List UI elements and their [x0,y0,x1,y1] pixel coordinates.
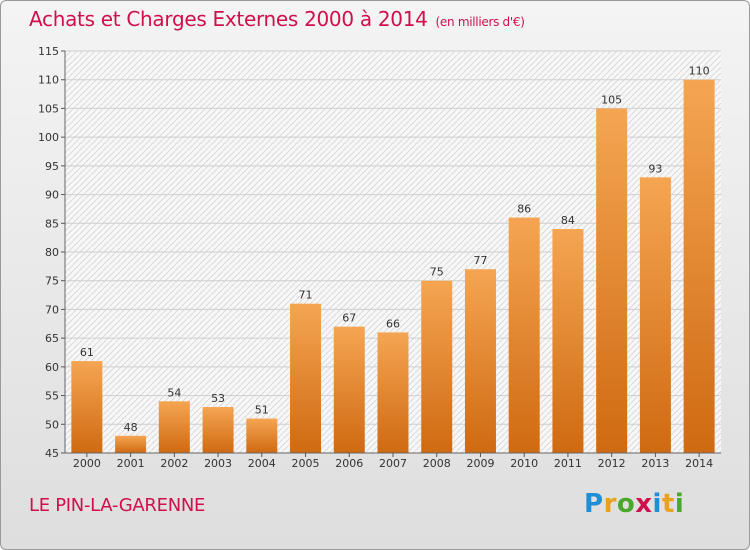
data-label: 54 [167,386,181,399]
bar [508,217,540,453]
chart-title-text: Achats et Charges Externes 2000 à 2014 [29,7,428,31]
data-label: 48 [124,421,138,434]
data-label: 61 [80,346,94,359]
y-tick-label: 85 [45,217,59,230]
x-tick-label: 2001 [117,457,145,470]
y-tick-label: 75 [45,275,59,288]
bar [71,361,103,453]
data-label: 110 [689,65,710,78]
bar [464,269,496,453]
y-tick-label: 65 [45,332,59,345]
data-label: 67 [342,312,356,325]
y-tick-label: 115 [38,45,59,58]
bar [683,79,715,453]
x-tick-label: 2002 [160,457,188,470]
data-label: 86 [517,203,531,216]
y-tick-label: 55 [45,390,59,403]
y-tick-label: 95 [45,160,59,173]
data-label: 105 [601,93,622,106]
bar [158,401,190,453]
data-label: 71 [299,289,313,302]
y-tick-label: 70 [45,303,59,316]
x-tick-label: 2007 [379,457,407,470]
data-label: 66 [386,317,400,330]
bar [115,435,147,453]
x-tick-label: 2000 [73,457,101,470]
y-tick-label: 50 [45,418,59,431]
bar [421,280,453,453]
y-tick-label: 60 [45,361,59,374]
logo-letter: P [584,489,604,519]
x-tick-label: 2012 [598,457,626,470]
x-tick-label: 2003 [204,457,232,470]
x-tick-label: 2006 [335,457,363,470]
chart-title: Achats et Charges Externes 2000 à 2014 (e… [29,7,525,31]
bar [377,332,409,453]
y-tick-label: 105 [38,102,59,115]
x-tick-label: 2014 [685,457,713,470]
proxiti-logo: Proxiti [584,489,684,519]
bar [333,326,365,453]
x-tick-label: 2011 [554,457,582,470]
data-label: 84 [561,214,575,227]
bar [290,303,322,453]
commune-name: LE PIN-LA-GARENNE [29,495,206,516]
y-tick-label: 90 [45,189,59,202]
x-tick-label: 2009 [466,457,494,470]
data-label: 77 [473,254,487,267]
logo-letter: r [603,489,617,519]
data-label: 51 [255,404,269,417]
logo-letter: t [661,489,675,519]
data-label: 75 [430,266,444,279]
chart-unit: (en milliers d'€) [435,15,525,29]
y-tick-label: 100 [38,131,59,144]
x-tick-label: 2004 [248,457,276,470]
logo-letter: x [635,489,653,519]
x-tick-label: 2008 [423,457,451,470]
bar [596,108,628,453]
x-tick-label: 2013 [641,457,669,470]
logo-letter: i [674,489,685,519]
x-tick-label: 2010 [510,457,538,470]
y-tick-label: 80 [45,246,59,259]
bar [202,407,234,453]
bar [552,229,584,453]
logo-letter: o [616,489,636,519]
bar [639,177,671,454]
logo-letter: i [652,489,662,519]
data-label: 93 [648,162,662,175]
x-tick-label: 2005 [292,457,320,470]
y-tick-label: 45 [45,447,59,460]
y-tick-label: 110 [38,74,59,87]
data-label: 53 [211,392,225,405]
bar [246,418,278,453]
